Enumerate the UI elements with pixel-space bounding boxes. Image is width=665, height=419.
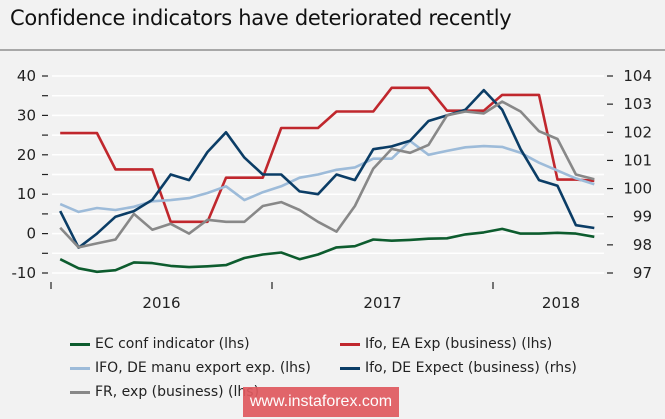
series-lines <box>59 86 595 274</box>
legend-item: Ifo, EA Exp (business) (lhs) <box>340 336 552 352</box>
right-tick-label: 98 <box>633 236 652 254</box>
right-tick-label: 97 <box>633 264 652 282</box>
x-tick-label: 2018 <box>542 294 580 312</box>
title-divider <box>0 49 665 51</box>
legend-label: FR, exp (business) (lhs) <box>95 384 260 400</box>
x-tick-label: 2017 <box>363 294 401 312</box>
right-tick-label: 99 <box>633 208 652 226</box>
left-tick-label: 0 <box>26 225 36 243</box>
series-line <box>60 86 595 224</box>
legend-swatch <box>340 366 360 370</box>
legend-label: Ifo, EA Exp (business) (lhs) <box>365 336 553 352</box>
series-line <box>59 88 595 249</box>
right-tick-label: 101 <box>623 151 652 169</box>
gridlines <box>52 75 604 274</box>
legend-swatch <box>70 390 90 394</box>
x-tick-label: 2016 <box>142 294 180 312</box>
legend-item: IFO, DE manu export exp. (lhs) <box>70 360 311 376</box>
right-tick-label: 102 <box>623 123 652 141</box>
legend-item: FR, exp (business) (lhs) <box>70 384 259 400</box>
legend-label: Ifo, DE Expect (business) (rhs) <box>365 360 577 376</box>
series-line <box>59 227 595 274</box>
x-axis: 2016 2017 2018 <box>50 282 580 312</box>
left-tick-label: 30 <box>17 106 36 124</box>
series-line <box>59 100 595 249</box>
left-tick-label: -10 <box>12 264 37 282</box>
right-tick-label: 100 <box>623 180 652 198</box>
left-y-axis: -10 0 10 20 30 40 <box>12 67 48 282</box>
legend-item: EC conf indicator (lhs) <box>70 336 250 352</box>
legend-item: Ifo, DE Expect (business) (rhs) <box>340 360 577 376</box>
right-y-axis: 97 98 99 100 101 102 103 104 <box>607 67 652 282</box>
legend-swatch <box>70 366 90 370</box>
legend-label: EC conf indicator (lhs) <box>95 336 250 352</box>
left-tick-label: 20 <box>17 146 36 164</box>
chart-title: Confidence indicators have deteriorated … <box>10 6 512 30</box>
watermark: www.instaforex.com <box>243 387 399 417</box>
left-tick-label: 10 <box>17 185 36 203</box>
legend-label: IFO, DE manu export exp. (lhs) <box>95 360 311 376</box>
left-tick-label: 40 <box>17 67 36 85</box>
series-line <box>59 139 595 214</box>
right-tick-label: 103 <box>623 95 652 113</box>
legend-swatch <box>70 342 90 346</box>
legend-swatch <box>340 342 360 346</box>
right-tick-label: 104 <box>623 67 652 85</box>
